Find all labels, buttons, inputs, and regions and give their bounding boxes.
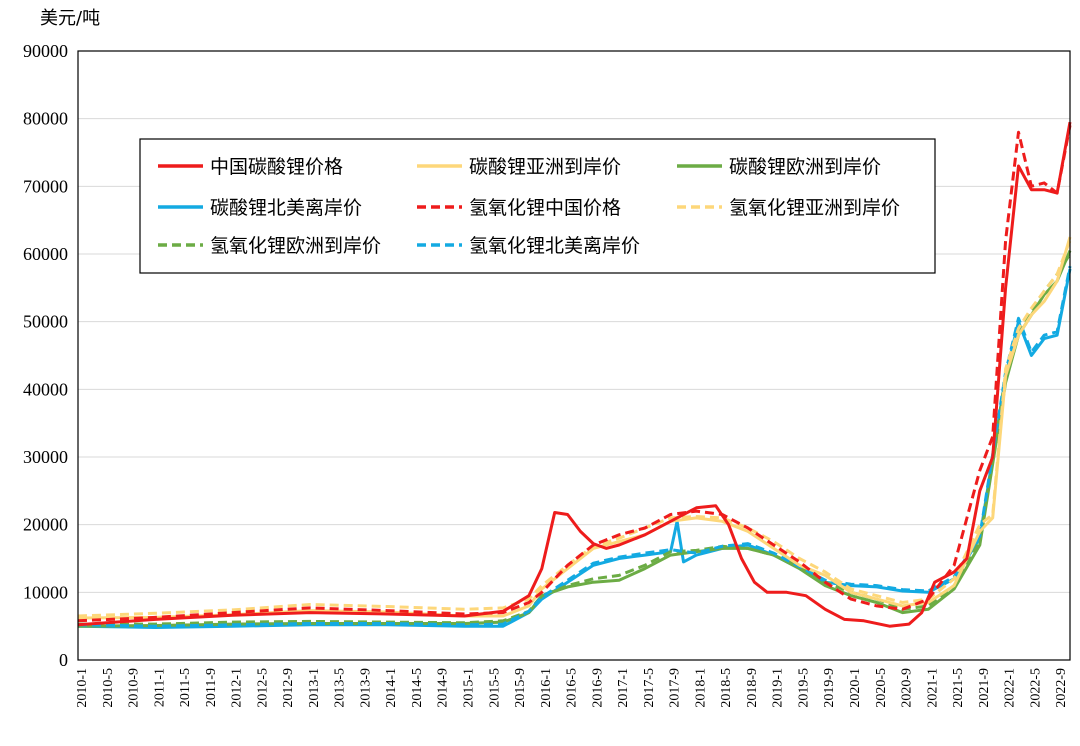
y-axis-ticks: 0 10000 20000 30000 40000 50000 60000 70000 8000… — [23, 41, 68, 670]
x-tick-label: 2018-5 — [719, 668, 734, 708]
x-tick-label: 2010-5 — [101, 668, 116, 708]
x-tick-label: 2013-9 — [358, 668, 373, 708]
x-tick-label: 2011-1 — [152, 668, 167, 707]
series-line — [77, 250, 1072, 628]
x-tick-label: 2018-1 — [693, 668, 708, 708]
y-tick-label: 80000 — [23, 109, 68, 129]
y-tick-label: 30000 — [23, 447, 68, 467]
x-tick-label: 2014-1 — [384, 668, 399, 708]
x-tick-label: 2019-1 — [771, 668, 786, 708]
y-tick-label: 50000 — [23, 312, 68, 332]
x-tick-label: 2015-1 — [461, 668, 476, 708]
x-tick-label: 2015-9 — [513, 668, 528, 708]
y-tick-label: 0 — [59, 650, 68, 670]
x-tick-label: 2020-9 — [900, 668, 915, 708]
x-tick-label: 2019-5 — [796, 668, 811, 708]
x-tick-label: 2022-5 — [1028, 668, 1043, 708]
x-tick-label: 2020-1 — [848, 668, 863, 708]
x-tick-label: 2016-9 — [590, 668, 605, 708]
x-tick-label: 2019-9 — [822, 668, 837, 708]
x-tick-label: 2022-9 — [1054, 668, 1069, 708]
legend-box — [139, 138, 936, 274]
legend-label: 中国碳酸锂价格 — [210, 156, 343, 178]
x-tick-label: 2011-5 — [178, 668, 193, 707]
x-tick-label: 2021-9 — [977, 668, 992, 708]
x-tick-label: 2014-9 — [436, 668, 451, 708]
x-tick-label: 2017-1 — [616, 668, 631, 708]
legend-label: 氢氧化锂亚洲到岸价 — [729, 197, 900, 219]
x-tick-label: 2012-1 — [230, 668, 245, 708]
legend-label: 碳酸锂欧洲到岸价 — [729, 156, 881, 178]
x-tick-label: 2016-5 — [565, 668, 580, 708]
series-line — [77, 121, 1072, 628]
x-tick-label: 2017-9 — [668, 668, 683, 708]
x-tick-label: 2021-1 — [925, 668, 940, 708]
x-tick-label: 2013-5 — [333, 668, 348, 708]
x-axis-ticks: 2010-1 2010-5 2010-9 2011-1 2011-5 2011-9 2012… — [75, 668, 1069, 708]
legend-label: 氢氧化锂中国价格 — [469, 197, 621, 219]
legend: 中国碳酸锂价格 碳酸锂亚洲到岸价 碳酸锂欧洲到岸价碳酸锂北美离岸价 氢氧化锂中国价格氢… — [139, 138, 936, 274]
series-layer — [77, 121, 1072, 629]
series-line — [78, 253, 1072, 626]
series-line — [77, 239, 1072, 618]
series-line — [77, 125, 1072, 623]
y-tick-label: 20000 — [23, 515, 68, 535]
y-tick-label: 10000 — [23, 582, 68, 602]
x-tick-label: 2011-9 — [204, 668, 219, 707]
y-tick-label: 70000 — [23, 176, 68, 196]
y-axis-unit: 美元/吨 — [40, 8, 100, 29]
x-tick-label: 2022-1 — [1003, 668, 1018, 708]
y-tick-label: 60000 — [23, 244, 68, 264]
x-tick-label: 2015-5 — [487, 668, 502, 708]
series-line — [77, 265, 1072, 628]
x-tick-label: 2010-1 — [75, 668, 90, 708]
x-tick-label: 2021-5 — [951, 668, 966, 708]
legend-label: 碳酸锂亚洲到岸价 — [469, 156, 621, 178]
y-tick-label: 40000 — [23, 379, 68, 399]
x-tick-label: 2018-9 — [745, 668, 760, 708]
legend-label: 氢氧化锂欧洲到岸价 — [210, 235, 381, 257]
x-tick-label: 2010-9 — [127, 668, 142, 708]
legend-label: 氢氧化锂北美离岸价 — [469, 235, 640, 257]
x-tick-label: 2016-1 — [539, 668, 554, 708]
legend-label: 碳酸锂北美离岸价 — [210, 197, 362, 219]
x-tick-label: 2012-5 — [255, 668, 270, 708]
series-line — [77, 268, 1072, 629]
x-tick-label: 2020-5 — [874, 668, 889, 708]
x-tick-label: 2012-9 — [281, 668, 296, 708]
plot-frame — [77, 50, 1071, 661]
y-tick-label: 90000 — [23, 41, 68, 61]
x-tick-label: 2014-5 — [410, 668, 425, 708]
x-tick-label: 2017-5 — [642, 668, 657, 708]
x-tick-label: 2013-1 — [307, 668, 322, 708]
